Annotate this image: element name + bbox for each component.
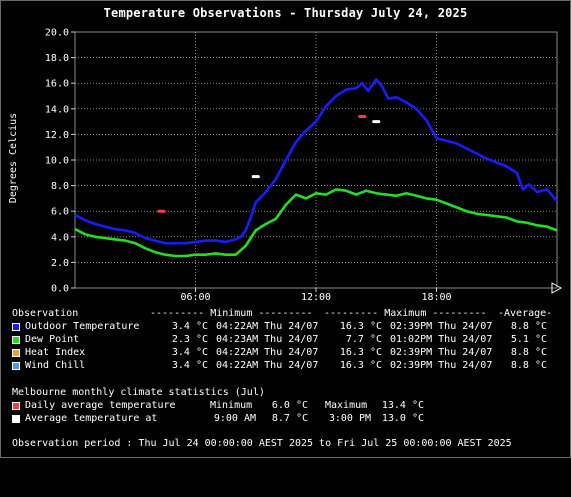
avg-at-label: Average temperature at [25,413,158,424]
header-observation: Observation [12,308,79,319]
row-min-time: 04:22AM Thu 24/07 [216,360,319,371]
y-tick-label: 20.0 [45,28,69,39]
row-label: Outdoor Temperature [25,321,140,332]
row-min: 2.3 °C [171,334,208,345]
row-label: Wind Chill [25,360,86,371]
avg-at-value-1: 8.7 °C [271,413,308,424]
temperature-chart: 0.02.04.06.08.010.012.014.016.018.020.0 … [8,28,563,300]
row-max-time: 02:39PM Thu 24/07 [390,347,493,358]
climate-avg-row: Average temperature at 9:00 AM 8.7 °C 3:… [12,413,424,425]
header-minimum: --------- Minimum --------- [150,308,313,319]
row-max-time: 02:39PM Thu 24/07 [390,360,493,371]
table-row: Outdoor Temperature 3.4 °C 04:22AM Thu 2… [12,321,547,333]
climate-marker [358,114,367,118]
series-lines [74,78,558,258]
row-min: 3.4 °C [171,321,208,332]
header-average: -Average- [498,308,553,319]
table-header: Observation --------- Minimum --------- … [12,308,552,320]
avg-at-time-1: 9:00 AM [213,413,256,424]
daily-average-swatch [12,402,20,410]
y-tick-label: 8.0 [51,181,69,192]
avg-at-value-2: 13.0 °C [381,413,424,424]
climate-marker [372,120,381,124]
row-max: 7.7 °C [345,334,382,345]
header-maximum: --------- Maximum --------- [324,308,487,319]
daily-min-label: Minimum [210,400,253,411]
y-axis-label: Degrees Celcius [8,113,19,203]
y-tick-label: 16.0 [45,79,69,90]
daily-max: 13.4 °C [381,400,424,411]
row-max-time: 02:39PM Thu 24/07 [390,321,493,332]
daily-label: Daily average temperature [25,400,176,411]
y-tick-label: 0.0 [51,284,69,295]
row-avg: 8.8 °C [510,321,547,332]
average-at-swatch [12,415,20,423]
row-min: 3.4 °C [171,360,208,371]
legend-swatch [12,362,20,370]
avg-at-time-2: 3:00 PM [328,413,371,424]
series-line-dew-point [74,188,558,258]
y-tick-label: 10.0 [45,156,69,167]
x-tick-label: 12:00 [301,292,331,300]
row-max: 16.3 °C [339,347,382,358]
chart-title: Temperature Observations - Thursday July… [103,6,468,20]
x-axis-arrow-icon [551,282,563,294]
row-min-time: 04:23AM Thu 24/07 [216,334,319,345]
row-avg: 8.8 °C [510,347,547,358]
y-tick-label: 18.0 [45,53,69,64]
legend-swatch [12,323,20,331]
row-label: Heat Index [25,347,86,358]
row-min-time: 04:22AM Thu 24/07 [216,347,319,358]
y-tick-label: 14.0 [45,104,69,115]
legend-swatch [12,336,20,344]
climate-heading: Melbourne monthly climate statistics (Ju… [12,387,265,398]
grid-lines [75,32,557,288]
y-tick-label: 12.0 [45,130,69,141]
table-row: Wind Chill 3.4 °C 04:22AM Thu 24/07 16.3… [12,360,547,372]
row-max: 16.3 °C [339,360,382,371]
climate-marker [157,209,166,213]
daily-min: 6.0 °C [271,400,308,411]
row-avg: 5.1 °C [510,334,547,345]
y-tick-label: 4.0 [51,232,69,243]
legend-swatch [12,349,20,357]
y-tick-label: 6.0 [51,207,69,218]
observation-period: Observation period : Thu Jul 24 00:00:00… [12,438,512,449]
x-tick-label: 18:00 [421,292,451,300]
row-label: Dew Point [25,334,80,345]
series-line-outdoor-temperature [74,78,558,245]
table-row: Dew Point 2.3 °C 04:23AM Thu 24/07 7.7 °… [12,334,547,346]
x-tick-label: 06:00 [180,292,210,300]
table-row: Heat Index 3.4 °C 04:22AM Thu 24/07 16.3… [12,347,547,359]
row-avg: 8.8 °C [510,360,547,371]
climate-daily-row: Daily average temperature Minimum 6.0 °C… [12,400,424,412]
row-min-time: 04:22AM Thu 24/07 [216,321,319,332]
row-max-time: 01:02PM Thu 24/07 [390,334,493,345]
y-axis-ticks: 0.0 2.0 4.0 6.0 8.0 10.0 12.0 14.0 16.0 18.0 20.0 [45,28,75,295]
climate-marker [251,175,260,179]
climate-markers [157,114,381,213]
row-max: 16.3 °C [339,321,382,332]
y-tick-label: 2.0 [51,258,69,269]
row-min: 3.4 °C [171,347,208,358]
x-axis-ticks: 06:00 12:00 18:00 [180,288,452,300]
daily-max-label: Maximum [325,400,368,411]
